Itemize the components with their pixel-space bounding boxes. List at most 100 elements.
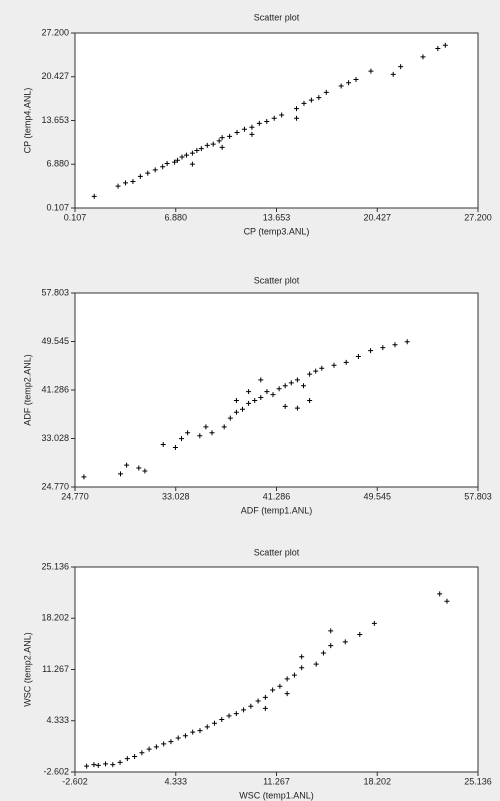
x-tick-label: 57.803 [464, 491, 492, 501]
point [233, 397, 239, 403]
point [301, 383, 307, 389]
y-axis-label: WSC (temp2.ANL) [22, 632, 32, 707]
y-tick-label: 18.202 [41, 613, 69, 623]
point [288, 380, 294, 386]
point [226, 713, 232, 719]
point [294, 106, 300, 112]
y-axis-label: ADF (temp2.ANL) [22, 354, 32, 426]
x-tick-label: 41.286 [263, 491, 291, 501]
point [209, 430, 215, 436]
point [190, 729, 196, 735]
point [256, 120, 262, 126]
point [357, 632, 363, 638]
point [84, 763, 90, 769]
point [299, 665, 305, 671]
x-tick-label: 0.107 [64, 212, 87, 222]
point [118, 471, 124, 477]
point [437, 591, 443, 597]
point [270, 687, 276, 693]
point [168, 739, 174, 745]
point [258, 377, 264, 383]
point [219, 144, 225, 150]
point [179, 436, 185, 442]
point [444, 598, 450, 604]
point [284, 676, 290, 682]
x-axis-label: WSC (temp1.ANL) [239, 790, 314, 800]
x-axis-label: CP (temp3.ANL) [244, 226, 310, 236]
point [136, 465, 142, 471]
point [355, 353, 361, 359]
point [179, 154, 185, 160]
point [264, 389, 270, 395]
point [189, 150, 195, 156]
plot-area [74, 566, 479, 773]
point [271, 115, 277, 121]
point [194, 148, 200, 154]
point [313, 661, 319, 667]
point [122, 180, 128, 186]
point [234, 129, 240, 135]
y-axis-label: CP (temp4.ANL) [22, 88, 32, 154]
point [183, 152, 189, 158]
point [291, 672, 297, 678]
point [246, 400, 252, 406]
point [249, 124, 255, 130]
plot-area [74, 292, 479, 488]
y-tick-label: 49.545 [41, 336, 69, 346]
point [233, 711, 239, 717]
point [204, 724, 210, 730]
y-tick-label: 11.267 [42, 664, 69, 674]
point [164, 160, 170, 166]
x-tick-label: 49.545 [363, 491, 391, 501]
point [130, 179, 136, 185]
point [270, 392, 276, 398]
point [262, 705, 268, 711]
point [328, 643, 334, 649]
point [132, 753, 138, 759]
point [212, 720, 218, 726]
point [117, 759, 123, 765]
chart-title: Scatter plot [254, 547, 300, 557]
point [279, 112, 285, 118]
point [284, 691, 290, 697]
point [198, 146, 204, 152]
point [182, 733, 188, 739]
point [390, 71, 396, 77]
point [103, 761, 109, 767]
point [152, 167, 158, 173]
point [307, 371, 313, 377]
point [137, 173, 143, 179]
point [172, 444, 178, 450]
point [342, 639, 348, 645]
y-tick-label: 24.770 [41, 481, 69, 491]
point [233, 409, 239, 415]
x-tick-label: 33.028 [162, 491, 190, 501]
point [320, 650, 326, 656]
point [301, 100, 307, 106]
x-tick-label: -2.602 [62, 776, 88, 786]
point [124, 756, 130, 762]
point [216, 138, 222, 144]
point [442, 42, 448, 48]
point [145, 170, 151, 176]
point [294, 115, 300, 121]
y-tick-label: 33.028 [41, 433, 69, 443]
point [91, 762, 97, 768]
point [241, 126, 247, 132]
point [124, 462, 130, 468]
x-tick-label: 27.200 [464, 212, 492, 222]
point [246, 389, 252, 395]
point [203, 424, 209, 430]
x-tick-label: 11.267 [263, 776, 290, 786]
point [139, 750, 145, 756]
point [392, 342, 398, 348]
point [343, 359, 349, 365]
x-tick-label: 18.202 [363, 776, 391, 786]
point [282, 383, 288, 389]
point [258, 395, 264, 401]
point [172, 159, 178, 165]
plot-area [74, 32, 479, 209]
point [353, 77, 359, 83]
point [248, 703, 254, 709]
